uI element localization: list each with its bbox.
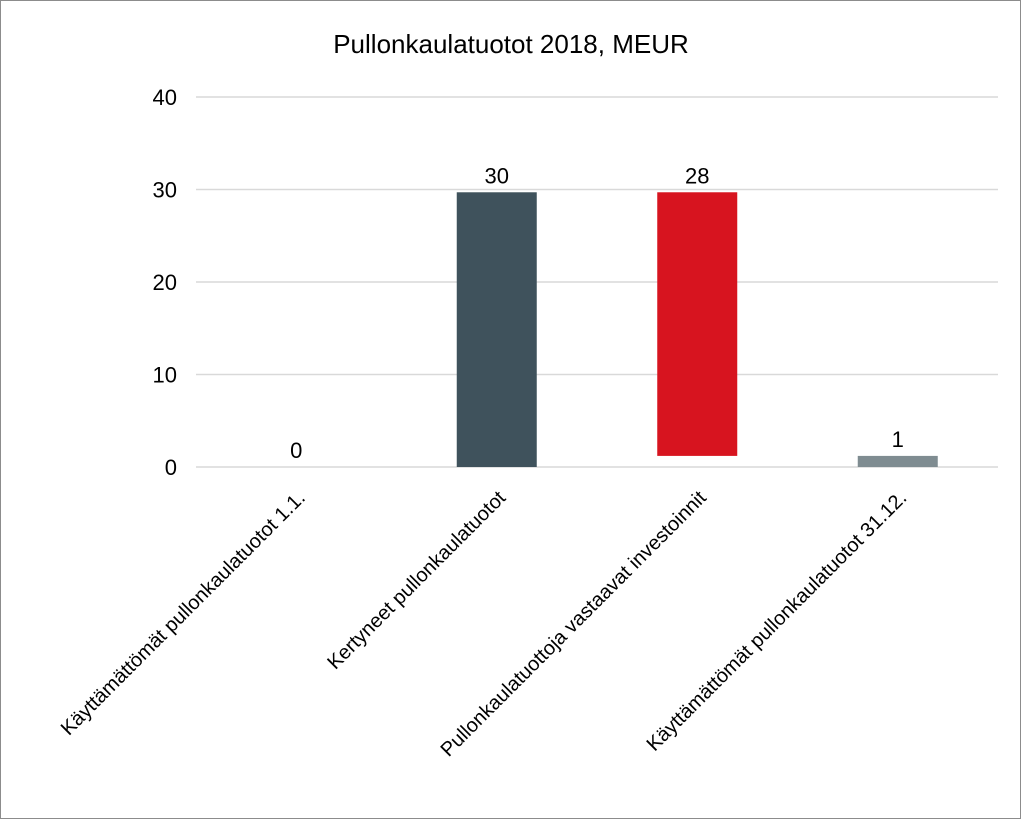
- data-label: 1: [892, 427, 904, 452]
- chart-title: Pullonkaulatuotot 2018, MEUR: [333, 29, 689, 59]
- data-label: 0: [290, 438, 302, 463]
- y-tick-label: 30: [153, 178, 177, 203]
- y-tick-label: 10: [153, 363, 177, 388]
- bar: [456, 192, 537, 467]
- y-tick-label: 0: [165, 455, 177, 480]
- y-tick-label: 40: [153, 85, 177, 110]
- data-label: 30: [485, 163, 509, 188]
- x-category-label: Kertyneet pullonkaulatuotot: [323, 487, 510, 674]
- data-labels: 0 30 28 1: [290, 163, 904, 463]
- bars: [456, 192, 938, 467]
- y-tick-label: 20: [153, 270, 177, 295]
- bar: [657, 192, 738, 456]
- data-label: 28: [685, 163, 709, 188]
- gridlines: [196, 96, 998, 468]
- x-category-label: Käyttämättömät pullonkaulatuotot 1.1.: [57, 487, 310, 740]
- x-axis-categories: Käyttämättömät pullonkaulatuotot 1.1. Ker…: [57, 487, 911, 762]
- bar: [857, 455, 938, 467]
- y-axis-ticks: 0 10 20 30 40: [153, 85, 177, 480]
